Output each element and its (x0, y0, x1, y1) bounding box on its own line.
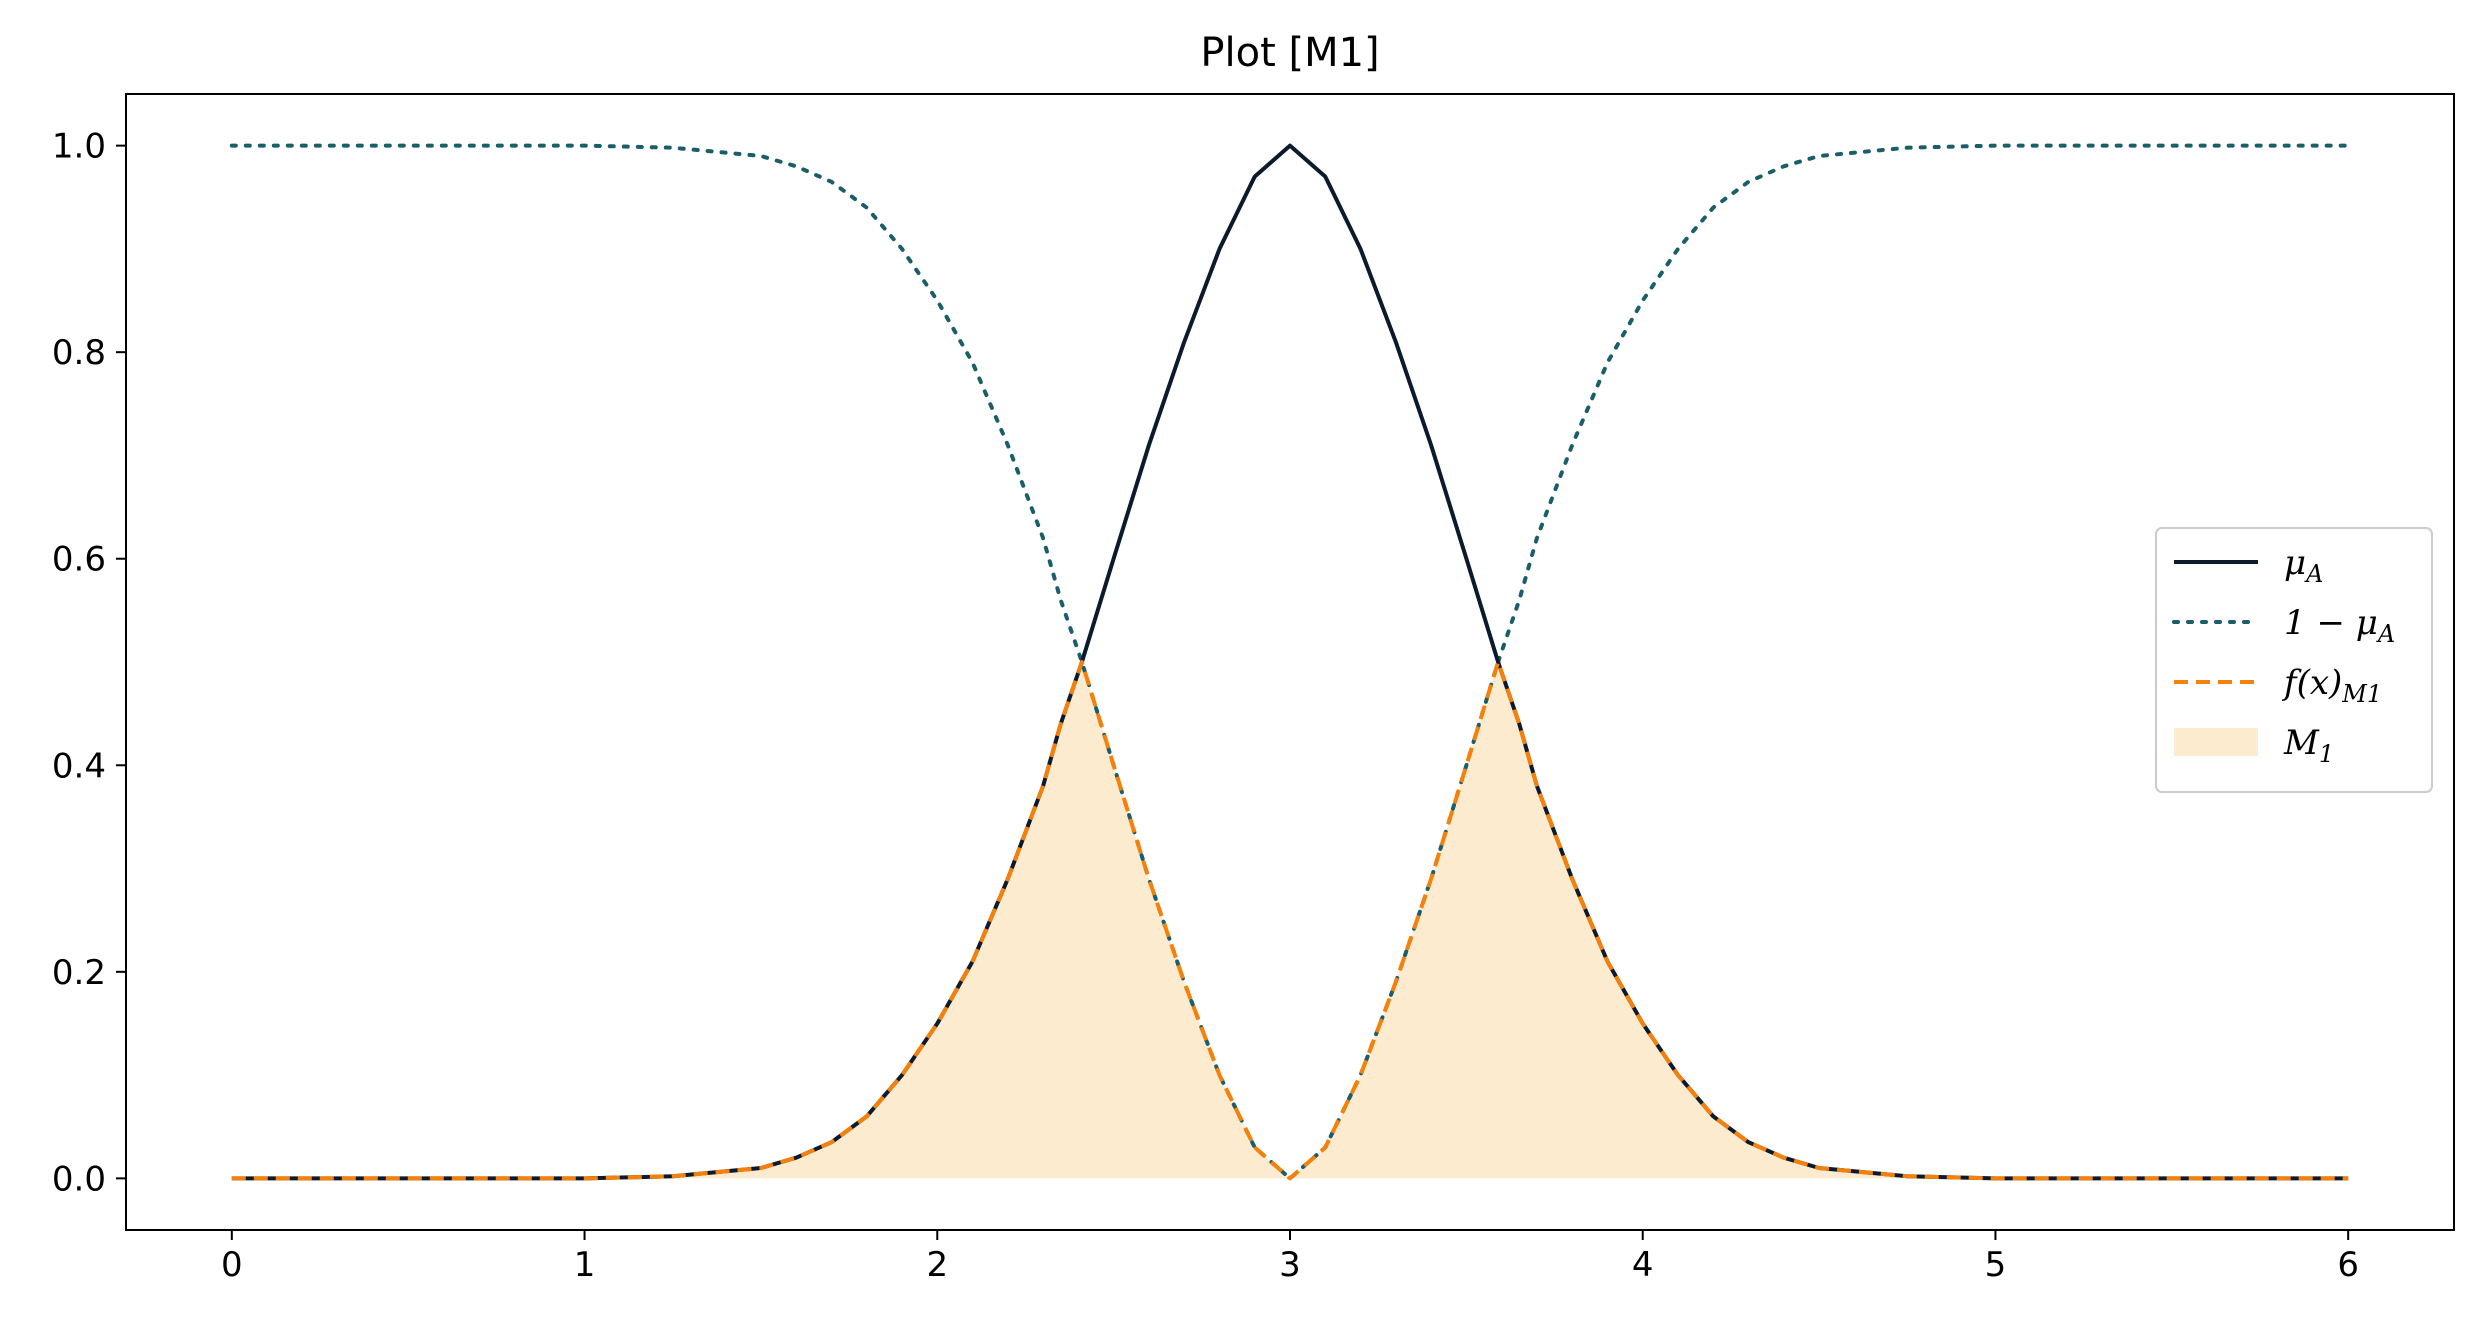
legend-label: 1 − μA (2284, 603, 2395, 648)
legend-label: f(x)M1 (2281, 663, 2382, 708)
legend-label: M1 (2283, 723, 2334, 768)
y-tick-label: 0.8 (52, 333, 106, 373)
x-tick-label: 0 (221, 1245, 243, 1285)
y-tick-label: 0.2 (52, 953, 106, 993)
axes-frame (125, 93, 2455, 1231)
y-tick-label: 1.0 (52, 127, 106, 167)
chart-title: Plot [M1] (1200, 30, 1379, 76)
x-tick-label: 2 (926, 1245, 948, 1285)
legend-label: μA (2284, 543, 2323, 588)
x-tick-label: 5 (1985, 1245, 2007, 1285)
fill-area-m1 (231, 662, 2349, 1179)
series-line-f-x-m1 (231, 660, 2349, 1181)
y-axis: 0.0 0.2 0.4 0.6 0.8 1.0 (52, 127, 126, 1199)
x-tick-label: 4 (1632, 1245, 1654, 1285)
x-axis: 0 1 2 3 4 5 6 (221, 1230, 2359, 1285)
legend-box (2155, 527, 2433, 793)
x-tick-label: 1 (574, 1245, 596, 1285)
y-tick-label: 0.4 (52, 746, 106, 786)
legend-swatch (2174, 728, 2258, 756)
x-tick-label: 6 (2337, 1245, 2359, 1285)
legend: μA 1 − μA f(x)M1 M1 (2155, 527, 2433, 793)
fill-layer (231, 662, 2349, 1179)
series-line--a (231, 143, 2349, 1181)
series-layer (229, 143, 2351, 1181)
y-tick-label: 0.0 (52, 1159, 106, 1199)
series-line-1-a (229, 143, 2351, 1181)
x-tick-label: 3 (1279, 1245, 1301, 1285)
y-tick-label: 0.6 (52, 540, 106, 580)
